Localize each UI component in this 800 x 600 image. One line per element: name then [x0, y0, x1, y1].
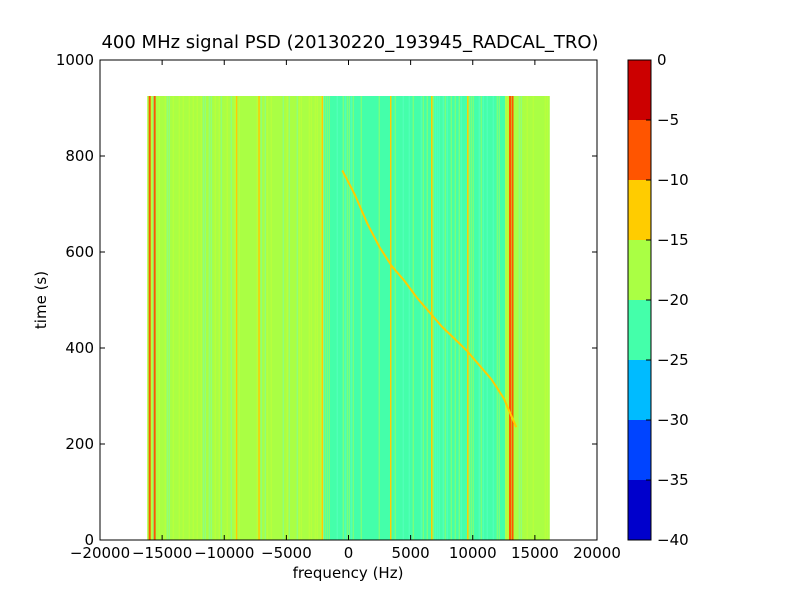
y-tick-label: 600 — [65, 243, 94, 261]
colorbar-tick-label: −20 — [657, 291, 689, 309]
y-axis-label: time (s) — [32, 271, 50, 329]
chart-title: 400 MHz signal PSD (20130220_193945_RADC… — [101, 32, 598, 53]
colorbar-segment — [628, 480, 651, 540]
heatmap-region-1 — [323, 96, 506, 540]
colorbar-tick-label: −5 — [657, 111, 679, 129]
heatmap-texture — [150, 96, 548, 540]
colorbar-tick-label: −10 — [657, 171, 689, 189]
colorbar-segment — [628, 240, 651, 300]
x-tick-label: −5000 — [261, 544, 312, 562]
colorbar-tick-label: −40 — [657, 531, 689, 549]
colorbar-tick-label: 0 — [657, 51, 667, 69]
x-tick-label: −20000 — [70, 544, 130, 562]
colorbar-segment — [628, 120, 651, 180]
x-tick-label: 0 — [344, 544, 354, 562]
colorbar-tick-label: −15 — [657, 231, 689, 249]
y-tick-label: 0 — [84, 531, 94, 549]
heatmap — [147, 96, 550, 540]
colorbar-tick-label: −25 — [657, 351, 689, 369]
x-tick-label: −15000 — [132, 544, 192, 562]
x-tick-label: −10000 — [194, 544, 254, 562]
colorbar-segment — [628, 180, 651, 240]
x-tick-label: 10000 — [449, 544, 497, 562]
y-tick-label: 800 — [65, 147, 94, 165]
colorbar-tick-label: −35 — [657, 471, 689, 489]
x-tick-label: 20000 — [573, 544, 621, 562]
colorbar-segment — [628, 300, 651, 360]
colorbar-segment — [628, 60, 651, 120]
y-axis-ticks: 0 200 400 600 800 1000 — [56, 51, 597, 549]
colorbar-segment — [628, 420, 651, 480]
y-tick-label: 1000 — [56, 51, 94, 69]
x-axis-ticks: −20000 −15000 −10000 −5000 0 5000 10000 15000 20… — [70, 60, 621, 562]
y-tick-label: 200 — [65, 435, 94, 453]
colorbar-tick-label: −30 — [657, 411, 689, 429]
colorbar-segment — [628, 360, 651, 420]
signal-trace — [341, 169, 518, 428]
x-tick-label: 5000 — [392, 544, 430, 562]
y-tick-label: 400 — [65, 339, 94, 357]
x-tick-label: 15000 — [511, 544, 559, 562]
x-axis-label: frequency (Hz) — [293, 564, 404, 582]
colorbar: 0 −5 −10 −15 −20 −25 −30 −35 −40 — [627, 51, 689, 549]
